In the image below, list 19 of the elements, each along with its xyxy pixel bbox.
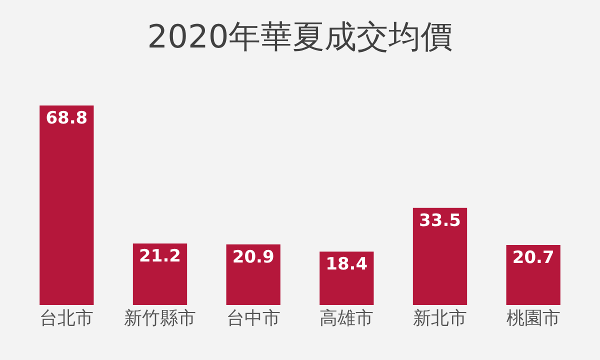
data-label: 20.7 [512, 248, 554, 268]
bar [132, 244, 188, 305]
bar [506, 244, 560, 305]
data-label: 33.5 [419, 210, 461, 231]
x-tick-label: 台北市 [40, 308, 94, 329]
x-tick-label: 高雄市 [320, 308, 374, 329]
bar [40, 106, 94, 305]
chart-title: 2020年華夏成交均價 [147, 18, 453, 56]
x-tick-label: 桃園市 [506, 308, 560, 329]
x-tick-label: 新竹縣市 [124, 308, 196, 329]
bar [412, 208, 468, 305]
data-label: 68.8 [46, 108, 88, 128]
data-label: 18.4 [326, 254, 368, 275]
data-label: 21.2 [139, 246, 181, 267]
data-label: 20.9 [232, 247, 274, 268]
x-tick-label: 新北市 [413, 308, 467, 329]
x-tick-label: 台中市 [226, 308, 280, 329]
bar [320, 252, 374, 305]
bar [226, 244, 280, 305]
